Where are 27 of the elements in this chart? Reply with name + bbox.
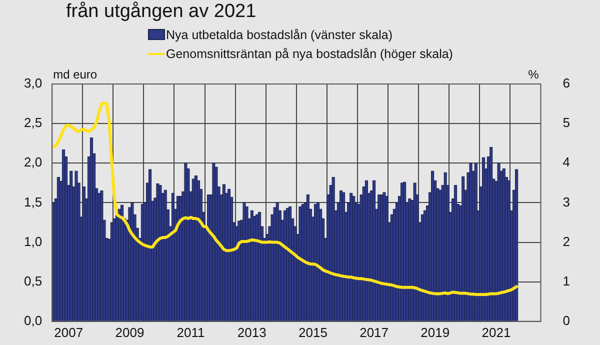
- y-tick-label: 0,0: [24, 312, 42, 328]
- x-tick-label: 2009: [115, 324, 144, 340]
- y2-tick-label: 1: [562, 273, 570, 288]
- y2-tick-label: 6: [562, 76, 570, 91]
- y-tick-label: 2,5: [24, 115, 42, 130]
- y-tick-label: 1,5: [24, 194, 42, 210]
- legend-label: Nya utbetalda bostadslån (vänster skala): [166, 28, 393, 42]
- y-tick-label: 0,5: [24, 273, 42, 288]
- y-tick-label: 2,0: [24, 154, 42, 170]
- y2-tick-label: 3: [562, 194, 570, 210]
- y-tick-label: 1,0: [24, 234, 42, 249]
- x-tick-label: 2021: [482, 324, 511, 340]
- chart-title: från utgången av 2021: [66, 1, 256, 23]
- y-tick-label: 3,0: [24, 76, 42, 91]
- y2-tick-label: 0: [562, 312, 570, 328]
- y2-tick-label: 2: [562, 234, 570, 249]
- x-tick-label: 2011: [176, 324, 205, 340]
- x-tick-label: 2015: [298, 324, 328, 340]
- x-tick-label: 2007: [54, 324, 84, 340]
- y2-tick-label: 4: [562, 154, 570, 170]
- legend-label: Genomsnittsräntan på nya bostadslån (höger skala): [166, 46, 453, 60]
- y2-axis-title: %: [528, 67, 540, 82]
- x-tick-label: 2017: [360, 324, 389, 340]
- x-tick-label: 2013: [237, 324, 266, 340]
- x-tick-label: 2019: [420, 324, 450, 340]
- y-axis-title: md euro: [53, 67, 98, 82]
- y2-tick-label: 5: [562, 115, 570, 130]
